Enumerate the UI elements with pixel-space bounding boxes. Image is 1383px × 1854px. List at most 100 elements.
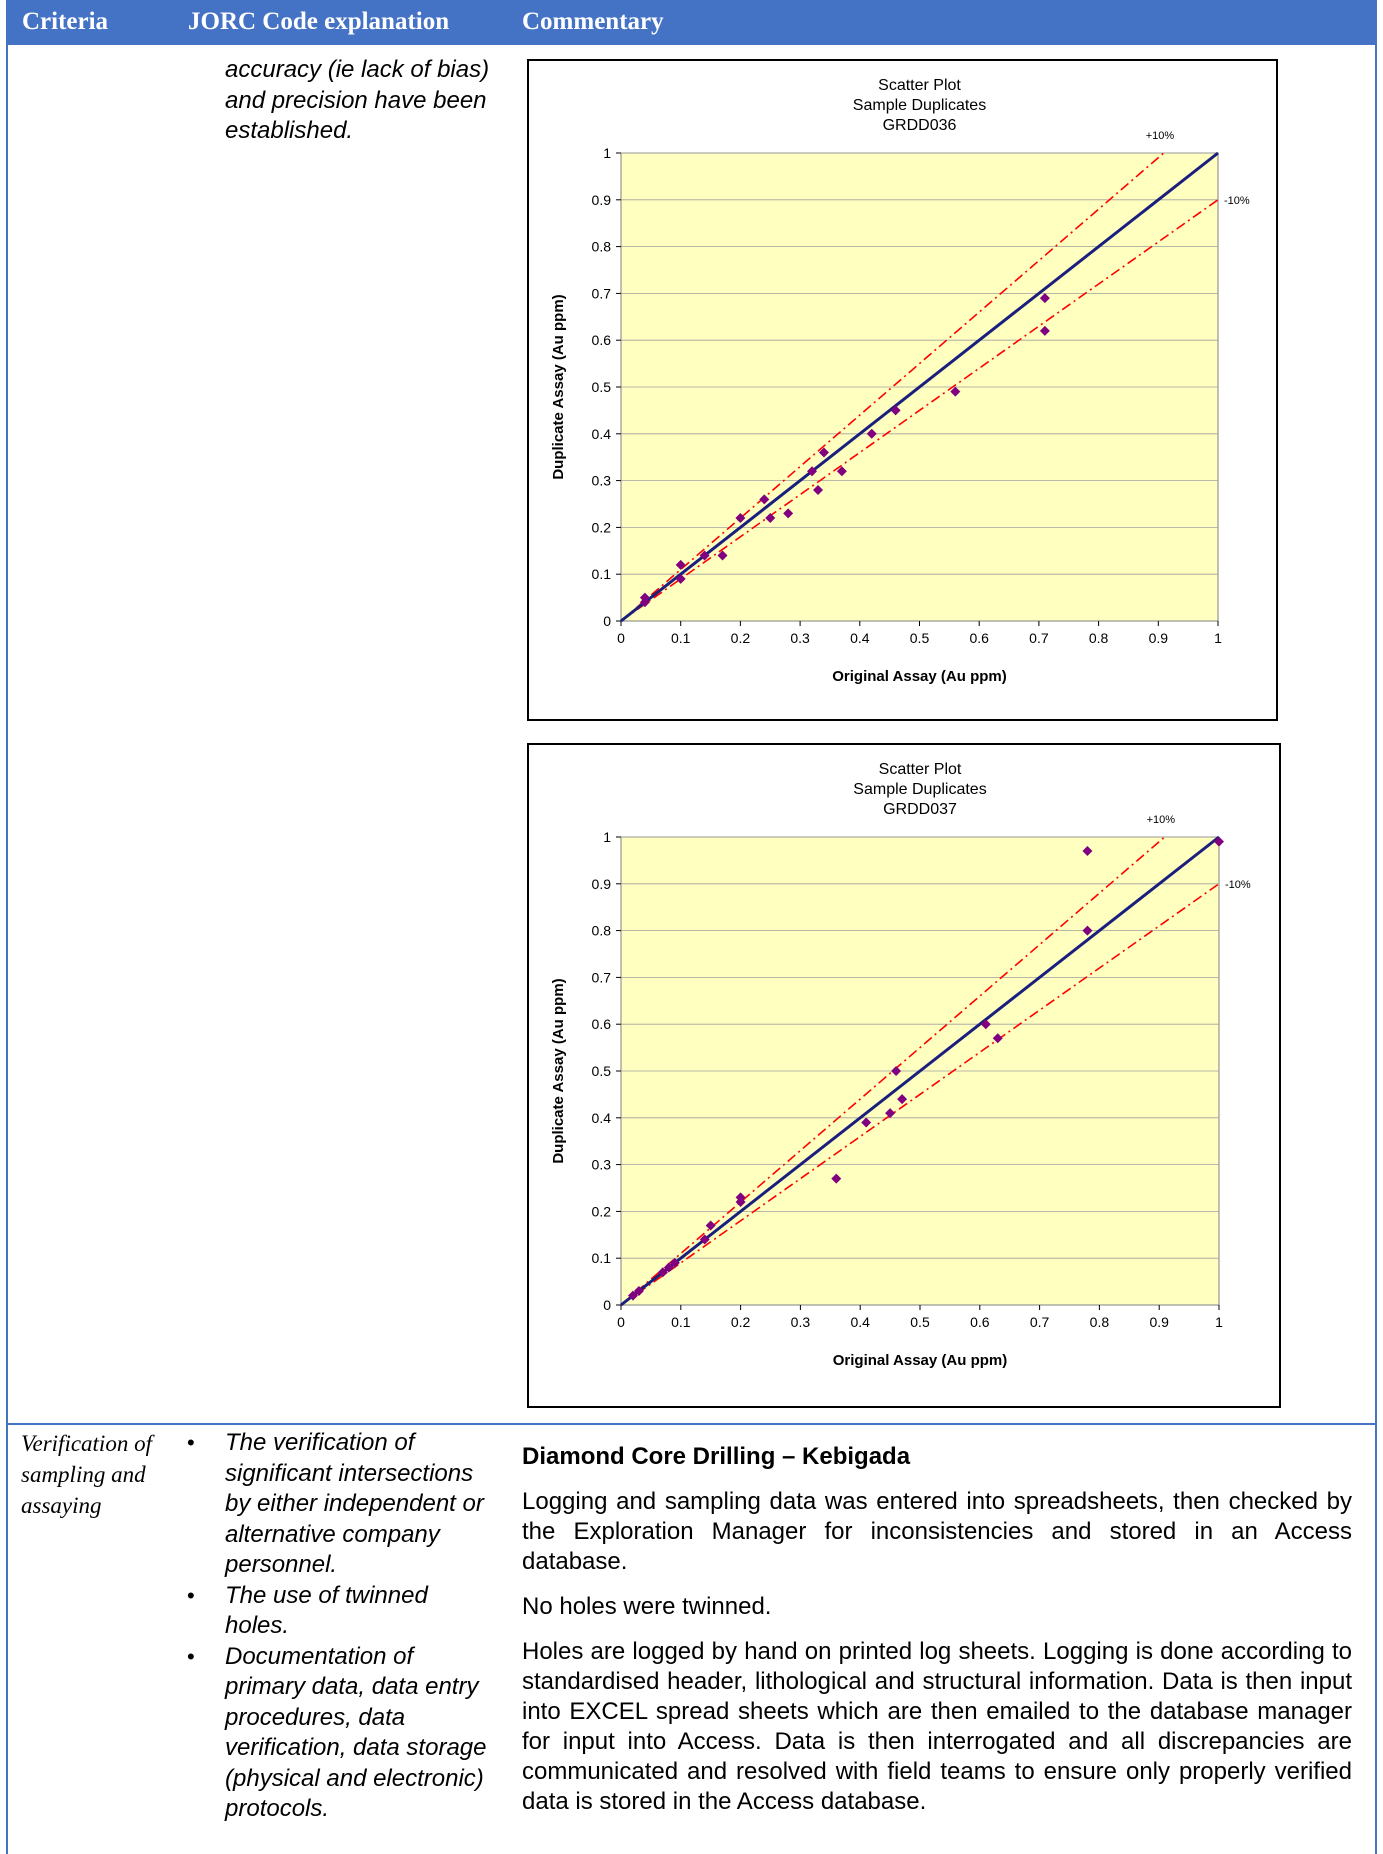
y-tick-label: 0.6 <box>592 332 612 348</box>
y-tick-label: 0.3 <box>592 1157 612 1173</box>
data-point <box>992 1033 1003 1044</box>
x-tick-label: 0.9 <box>1149 1314 1169 1330</box>
y-tick-label: 0.6 <box>592 1016 612 1032</box>
x-tick-label: 0.7 <box>1030 1314 1050 1330</box>
chart-title-line: Sample Duplicates <box>853 781 986 798</box>
data-point <box>980 1019 991 1030</box>
x-tick-label: 0.4 <box>850 630 870 646</box>
data-point <box>657 1267 668 1278</box>
x-tick-label: 0.9 <box>1149 630 1169 646</box>
y-tick-label: 0.4 <box>592 426 612 442</box>
minus-10-line <box>620 199 1219 622</box>
x-tick-label: 0.7 <box>1029 630 1049 646</box>
data-point <box>705 1220 716 1231</box>
chart-svg-grdd036: 00 0.1 0.1 0.2 0.2 0.3 0.3 0.4 0.4 0.5 0.5 0.6 0.6 0.… <box>550 77 1250 685</box>
y-tick-label: 1 <box>603 145 611 161</box>
commentary-paragraph-3: Holes are logged by hand on printed log … <box>522 1638 1352 1815</box>
one-to-one-line <box>620 151 1219 623</box>
y-axis-label: Duplicate Assay (Au ppm) <box>550 978 567 1163</box>
y-tick-label: 0.8 <box>592 923 612 939</box>
x-axis-label: Original Assay (Au ppm) <box>832 668 1006 685</box>
one-to-one-line <box>620 835 1220 1307</box>
minus-10-line <box>620 883 1220 1306</box>
data-point <box>759 494 770 505</box>
chart-title-line: GRDD036 <box>883 117 957 134</box>
x-tick-label: 0.4 <box>850 1314 870 1330</box>
data-point <box>890 405 901 416</box>
data-point <box>675 573 686 584</box>
data-point <box>1082 925 1093 936</box>
commentary-paragraph-1: Logging and sampling data was entered in… <box>522 1488 1352 1575</box>
jorc-bullet-2: The use of twinned holes. <box>187 1581 495 1642</box>
y-axis-label: Duplicate Assay (Au ppm) <box>550 294 567 479</box>
x-tick-label: 0.1 <box>671 630 691 646</box>
data-point <box>735 1192 746 1203</box>
criteria-verification: Verification of sampling and assaying <box>21 1431 152 1518</box>
data-point <box>699 550 710 561</box>
commentary-paragraph-2: No holes were twinned. <box>522 1593 772 1620</box>
jorc-bullet-1: The verification of significant intersec… <box>187 1428 495 1581</box>
data-point <box>735 513 746 524</box>
y-tick-label: 0.1 <box>592 566 612 582</box>
y-tick-label: 0.3 <box>592 473 612 489</box>
data-point <box>891 1066 902 1076</box>
x-tick-label: 0.3 <box>791 1314 811 1330</box>
y-tick-label: 0.5 <box>592 1063 612 1079</box>
data-point <box>1214 836 1224 847</box>
data-point <box>897 1094 908 1105</box>
data-point <box>699 1234 710 1245</box>
data-point <box>885 1108 896 1119</box>
commentary-heading: Diamond Core Drilling – Kebigada <box>522 1443 911 1470</box>
x-axis-label: Original Assay (Au ppm) <box>833 1352 1007 1369</box>
jorc-explanation-row2: The verification of significant intersec… <box>187 1428 495 1825</box>
scatter-chart-grdd037: 0 0 0.1 0.1 0.2 0.2 0.3 0.3 0.4 0.4 0.5 0.5 0.6 0.6 0.… <box>527 743 1281 1408</box>
minus-10-label: -10% <box>1225 879 1251 891</box>
y-tick-label: 0.5 <box>592 379 612 395</box>
y-tick-label: 0.7 <box>592 285 612 301</box>
x-tick-label: 1 <box>1214 630 1222 646</box>
y-tick-label: 0.7 <box>592 969 612 985</box>
row-separator <box>6 1423 1377 1425</box>
plus-10-label: +10% <box>1146 130 1175 142</box>
data-point <box>1039 293 1050 304</box>
table-frame <box>6 0 1377 1854</box>
data-point <box>950 386 961 397</box>
chart-svg-grdd037: 00 0.1 0.1 0.2 0.2 0.3 0.3 0.4 0.4 0.5 0.5 0.6 0.6 0.… <box>550 761 1251 1369</box>
x-tick-label: 0.6 <box>969 630 989 646</box>
header-criteria: Criteria <box>22 8 109 35</box>
data-point <box>669 1257 680 1268</box>
x-tick-label: 0.6 <box>970 1314 990 1330</box>
scatter-chart-grdd036: 0 0 0.1 0.1 0.2 0.2 0.3 0.3 0.4 0.4 0.5 0.5 0.6 0.6 0.… <box>527 59 1278 721</box>
data-point <box>813 484 824 495</box>
x-tick-label: 0 <box>617 630 625 646</box>
data-point <box>639 597 650 608</box>
data-point <box>783 508 794 519</box>
data-point <box>1039 325 1050 336</box>
jorc-bullet-3: Documentation of primary data, data entr… <box>187 1642 495 1825</box>
y-tick-label: 0.2 <box>592 1203 612 1219</box>
y-tick-label: 1 <box>603 829 611 845</box>
y-tick-label: 0.9 <box>592 876 612 892</box>
data-point <box>663 1262 674 1273</box>
data-point <box>866 428 877 439</box>
x-tick-label: 0.1 <box>671 1314 691 1330</box>
x-tick-label: 0.3 <box>790 630 810 646</box>
table-header: Criteria JORC Code explanation Commentar… <box>6 0 1377 45</box>
data-point <box>818 447 829 458</box>
x-tick-label: 0.5 <box>910 1314 930 1330</box>
chart-title-line: Scatter Plot <box>878 77 961 94</box>
x-tick-label: 0 <box>617 1314 625 1330</box>
y-tick-label: 0.2 <box>592 519 612 535</box>
y-tick-label: 0.8 <box>592 239 612 255</box>
y-tick-label: 0.4 <box>592 1110 612 1126</box>
header-commentary: Commentary <box>522 8 664 35</box>
data-point <box>836 466 847 477</box>
x-tick-label: 1 <box>1215 1314 1223 1330</box>
data-point <box>861 1117 872 1128</box>
data-point <box>1082 846 1093 857</box>
x-tick-label: 0.2 <box>731 1314 751 1330</box>
chart-title-line: Sample Duplicates <box>853 97 986 114</box>
data-point <box>717 550 728 561</box>
minus-10-label: -10% <box>1224 195 1250 207</box>
y-tick-label: 0 <box>603 1297 611 1313</box>
